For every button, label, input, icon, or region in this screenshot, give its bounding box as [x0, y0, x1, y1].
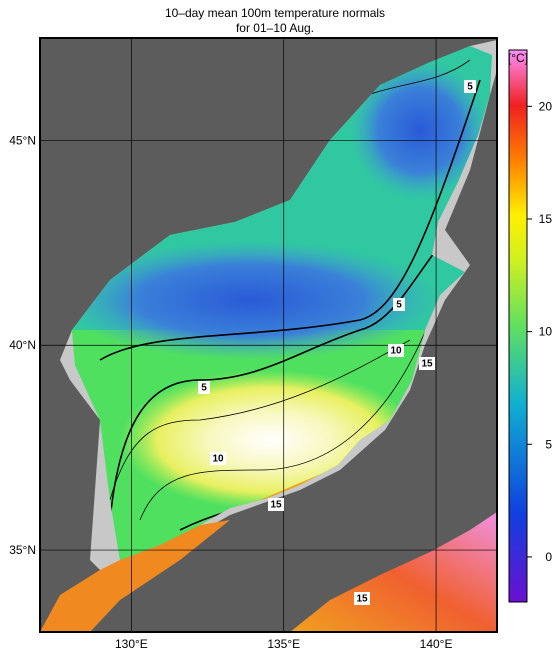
svg-text:5: 5	[467, 82, 473, 93]
svg-text:15: 15	[270, 500, 282, 511]
x-tick-label: 135°E	[267, 637, 300, 651]
contour-label: 5	[464, 80, 476, 93]
colorbar-tick-label: 15	[539, 212, 553, 226]
contour-label: 15	[354, 592, 370, 605]
subtitle: for 01–10 Aug.	[236, 21, 314, 35]
y-tick-label: 40°N	[9, 338, 36, 352]
colorbar-unit: [°C]	[508, 51, 528, 65]
svg-text:5: 5	[201, 383, 207, 394]
svg-text:15: 15	[421, 359, 433, 370]
graticule	[40, 38, 497, 632]
contour-label: 10	[388, 344, 404, 357]
colorbar	[508, 49, 528, 603]
colorbar-tick-label: 0	[545, 550, 552, 564]
contour-label: 15	[419, 357, 435, 370]
y-tick-label: 35°N	[9, 543, 36, 557]
svg-text:10: 10	[390, 346, 402, 357]
contour-labels: 5 5 5 10 10 15 15 15	[198, 80, 476, 605]
y-tick-label: 45°N	[9, 133, 36, 147]
colorbar-tick-label: 20	[539, 99, 553, 113]
x-tick-label: 130°E	[115, 637, 148, 651]
contour-label: 5	[393, 298, 405, 311]
colorbar-tick-label: 10	[539, 325, 553, 339]
svg-text:15: 15	[356, 594, 368, 605]
svg-text:5: 5	[396, 300, 402, 311]
map-frame	[39, 37, 498, 633]
contour-label: 5	[198, 381, 210, 394]
x-tick-label: 140°E	[420, 637, 453, 651]
colorbar-tick-label: 5	[545, 437, 552, 451]
contour-label: 15	[268, 498, 284, 511]
map-area	[40, 38, 497, 632]
svg-text:10: 10	[212, 454, 224, 465]
pacific	[290, 512, 497, 632]
tsushima-current	[40, 520, 230, 632]
contour-label: 10	[210, 452, 226, 465]
title: 10–day mean 100m temperature normals	[165, 6, 385, 20]
